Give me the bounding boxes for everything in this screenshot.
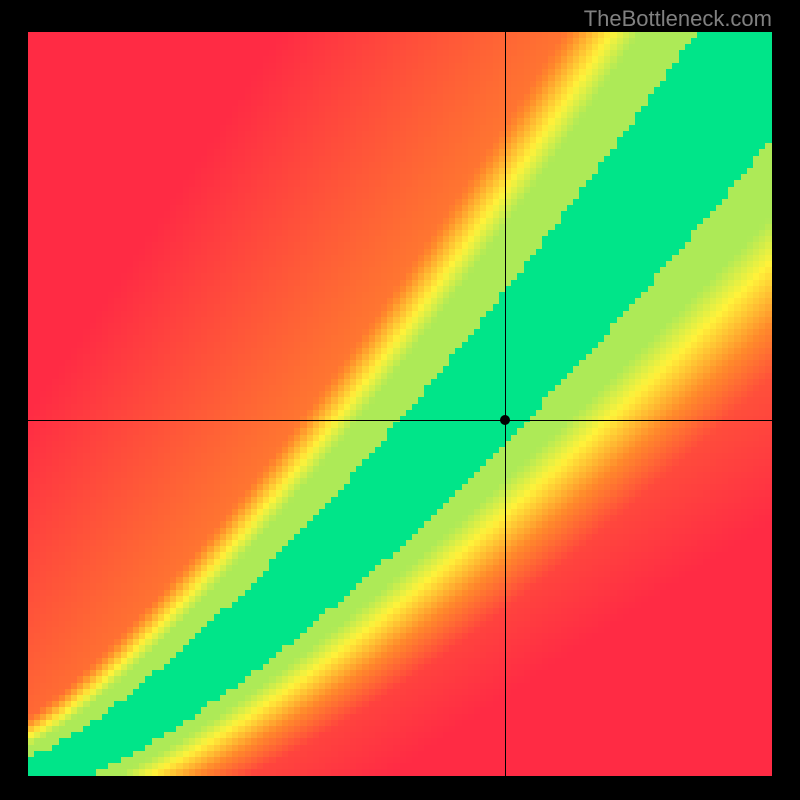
watermark-text: TheBottleneck.com (584, 6, 772, 32)
crosshair-horizontal (28, 420, 772, 421)
crosshair-vertical (505, 32, 506, 776)
marker-dot (500, 415, 510, 425)
bottleneck-heatmap (28, 32, 772, 776)
heatmap-canvas (28, 32, 772, 776)
